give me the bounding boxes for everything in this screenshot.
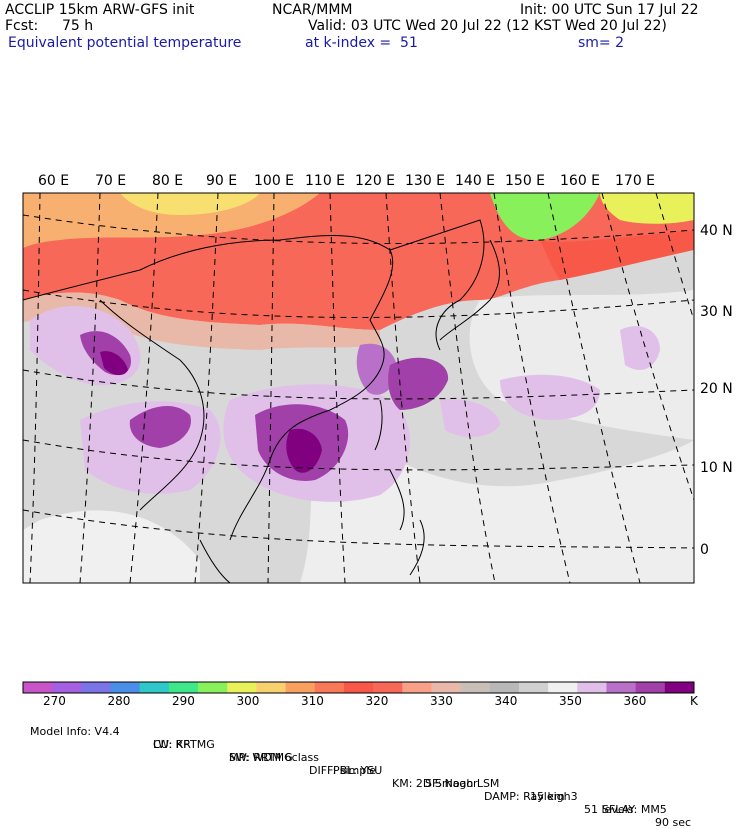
lat-label: 20 N: [700, 381, 733, 397]
damp-info: DAMP: Rayleigh3: [484, 790, 578, 803]
colorbar-tick-label: 300: [237, 694, 260, 708]
colorbar-swatch: [343, 682, 374, 693]
lat-label: 30 N: [700, 304, 733, 320]
colorbar-unit: K: [690, 694, 699, 708]
init-time: Init: 00 UTC Sun 17 Jul 22: [520, 2, 699, 18]
model-info: Model Info: V4.4: [30, 725, 120, 738]
colorbar-tick-label: 340: [495, 694, 518, 708]
coastlines: [23, 219, 500, 583]
fcst-value: 75 h: [62, 18, 94, 34]
lat-label: 10 N: [700, 460, 733, 476]
colorbar-swatch: [460, 682, 491, 693]
lat-label: 40 N: [700, 223, 733, 239]
level-info: at k-index = 51: [305, 35, 418, 51]
footer-line-2: LW: RRTMG SW: RRTMG DIFF: simple KM: 2D …: [30, 725, 667, 816]
colorbar-tick-label: 330: [430, 694, 453, 708]
lon-label: 110 E: [305, 173, 345, 189]
colorbar-tick-label: 360: [624, 694, 647, 708]
colorbar-swatch: [198, 682, 228, 693]
org-label: NCAR/MMM: [272, 2, 353, 18]
colorbar-swatch: [81, 682, 112, 693]
lon-label: 60 E: [38, 173, 69, 189]
lat-label: 0: [700, 542, 709, 558]
diff-info: DIFF: simple: [309, 764, 377, 777]
colorbar-swatch: [548, 682, 578, 693]
colorbar-swatch: [402, 682, 432, 693]
colorbar-swatch: [664, 682, 695, 693]
model-title: ACCLIP 15km ARW-GFS init: [5, 2, 195, 18]
field-name: Equivalent potential temperature: [8, 35, 242, 51]
colorbar-swatch: [285, 682, 316, 693]
colorbar-tick-label: 350: [559, 694, 582, 708]
smooth-info: sm= 2: [578, 35, 625, 51]
lon-label: 70 E: [95, 173, 126, 189]
colorbar-swatch: [606, 682, 637, 693]
lon-label: 90 E: [206, 173, 237, 189]
lon-labels: 60 E 70 E 80 E 90 E 100 E 110 E 120 E 13…: [38, 173, 655, 189]
colorbar-swatch: [314, 682, 345, 693]
colorbar-swatch: [52, 682, 82, 693]
colorbar-swatch: [168, 682, 199, 693]
colorbar-swatch: [23, 682, 53, 693]
colorbar-swatch: [256, 682, 287, 693]
theta-e-field: [23, 193, 694, 583]
colorbar-swatch: [139, 682, 170, 693]
timestep-info: 90 sec: [655, 816, 692, 829]
lon-label: 100 E: [254, 173, 294, 189]
graticule: [23, 193, 694, 583]
colorbar-swatch: [577, 682, 607, 693]
lon-label: 140 E: [455, 173, 495, 189]
colorbar-swatch: [431, 682, 462, 693]
map-area: 60 E 70 E 80 E 90 E 100 E 110 E 120 E 13…: [22, 173, 733, 708]
colorbar-tick-label: 280: [108, 694, 131, 708]
valid-time: Valid: 03 UTC Wed 20 Jul 22 (12 KST Wed …: [308, 18, 667, 34]
lon-label: 170 E: [615, 173, 655, 189]
colorbar-swatch: [489, 682, 520, 693]
sflay-info: SFLAY: MM5: [602, 803, 667, 816]
colorbar-swatch: [227, 682, 257, 693]
sw-info: SW: RRTMG: [229, 751, 293, 764]
colorbar-swatch: [110, 682, 141, 693]
colorbar: 270 280 290 300 310 320 330 340 350 360: [22, 681, 695, 708]
map-svg: 60 E 70 E 80 E 90 E 100 E 110 E 120 E 13…: [22, 173, 733, 708]
lon-label: 80 E: [152, 173, 183, 189]
lon-label: 160 E: [560, 173, 600, 189]
lat-labels: 40 N 30 N 20 N 10 N 0: [700, 223, 733, 558]
lon-label: 150 E: [505, 173, 545, 189]
colorbar-frame: [22, 681, 695, 694]
colorbar-tick-label: 290: [172, 694, 195, 708]
colorbar-swatch: [373, 682, 403, 693]
colorbar-tick-label: 270: [43, 694, 66, 708]
colorbar-tick-label: 320: [366, 694, 389, 708]
colorbar-swatch: [518, 682, 549, 693]
lon-label: 120 E: [355, 173, 395, 189]
map-frame: [22, 192, 695, 584]
colorbar-tick-label: 310: [301, 694, 324, 708]
km-info: KM: 2D Smagor: [392, 777, 478, 790]
lon-label: 130 E: [405, 173, 445, 189]
colorbar-swatch: [635, 682, 666, 693]
fcst-label: Fcst:: [5, 18, 39, 34]
